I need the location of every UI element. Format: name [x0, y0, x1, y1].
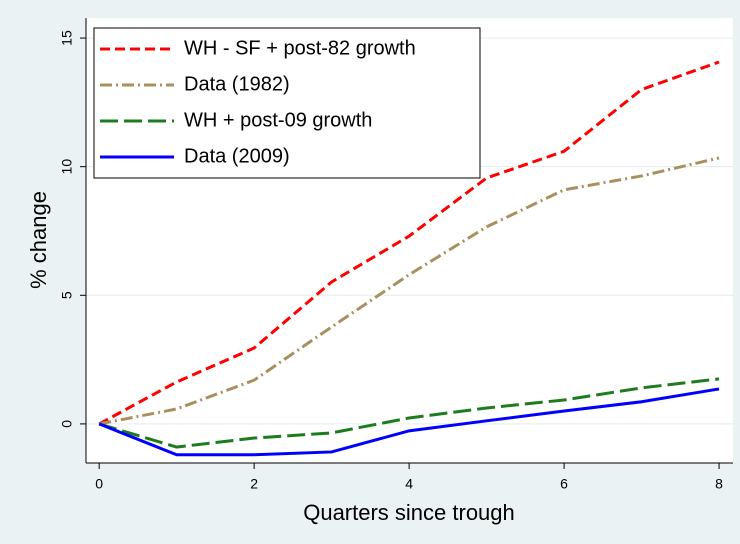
legend-label: Data (1982): [184, 73, 290, 95]
y-tick-label: 10: [59, 159, 75, 175]
x-tick-label: 8: [715, 476, 723, 492]
y-tick-label: 15: [59, 30, 75, 46]
x-tick-label: 4: [405, 476, 413, 492]
x-tick-label: 2: [250, 476, 258, 492]
legend-box: [93, 27, 481, 179]
series-line: [98, 387, 720, 457]
y-axis-title: % change: [26, 191, 51, 289]
series-line: [98, 377, 720, 449]
series-line: [98, 60, 720, 426]
series-line: [98, 156, 720, 426]
x-tick-label: 6: [560, 476, 568, 492]
x-axis-title: Quarters since trough: [303, 500, 515, 525]
y-tick-label: 5: [59, 291, 75, 299]
legend-label: Data (2009): [184, 145, 290, 167]
legend-label: WH - SF + post-82 growth: [184, 37, 416, 59]
x-tick-label: 0: [95, 476, 103, 492]
y-tick-label: 0: [59, 420, 75, 428]
legend-label: WH + post-09 growth: [184, 109, 372, 131]
